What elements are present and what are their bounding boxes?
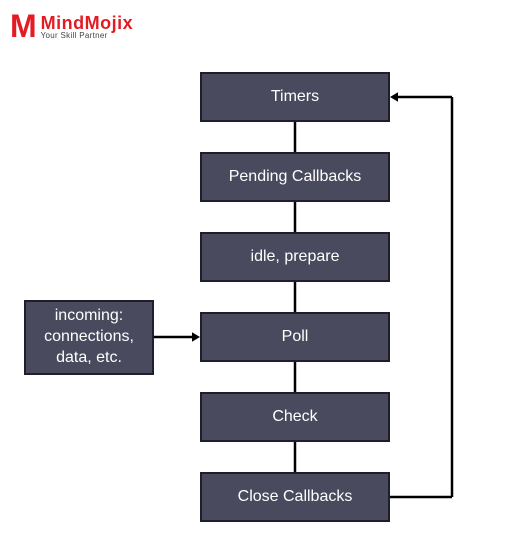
node-label: idle, prepare [251, 247, 340, 268]
node-label: Close Callbacks [238, 487, 353, 508]
node-timers: Timers [200, 72, 390, 122]
node-label: Poll [282, 327, 309, 348]
node-pending-callbacks: Pending Callbacks [200, 152, 390, 202]
node-label: incoming: connections, data, etc. [44, 306, 134, 368]
node-label: Pending Callbacks [229, 167, 362, 188]
node-check: Check [200, 392, 390, 442]
node-label: Check [272, 407, 317, 428]
node-close-callbacks: Close Callbacks [200, 472, 390, 522]
node-poll: Poll [200, 312, 390, 362]
node-label: Timers [271, 87, 319, 108]
node-incoming: incoming: connections, data, etc. [24, 300, 154, 375]
diagram-canvas: M MindMojix Your Skill Partner Timers Pe… [0, 0, 508, 539]
node-idle-prepare: idle, prepare [200, 232, 390, 282]
